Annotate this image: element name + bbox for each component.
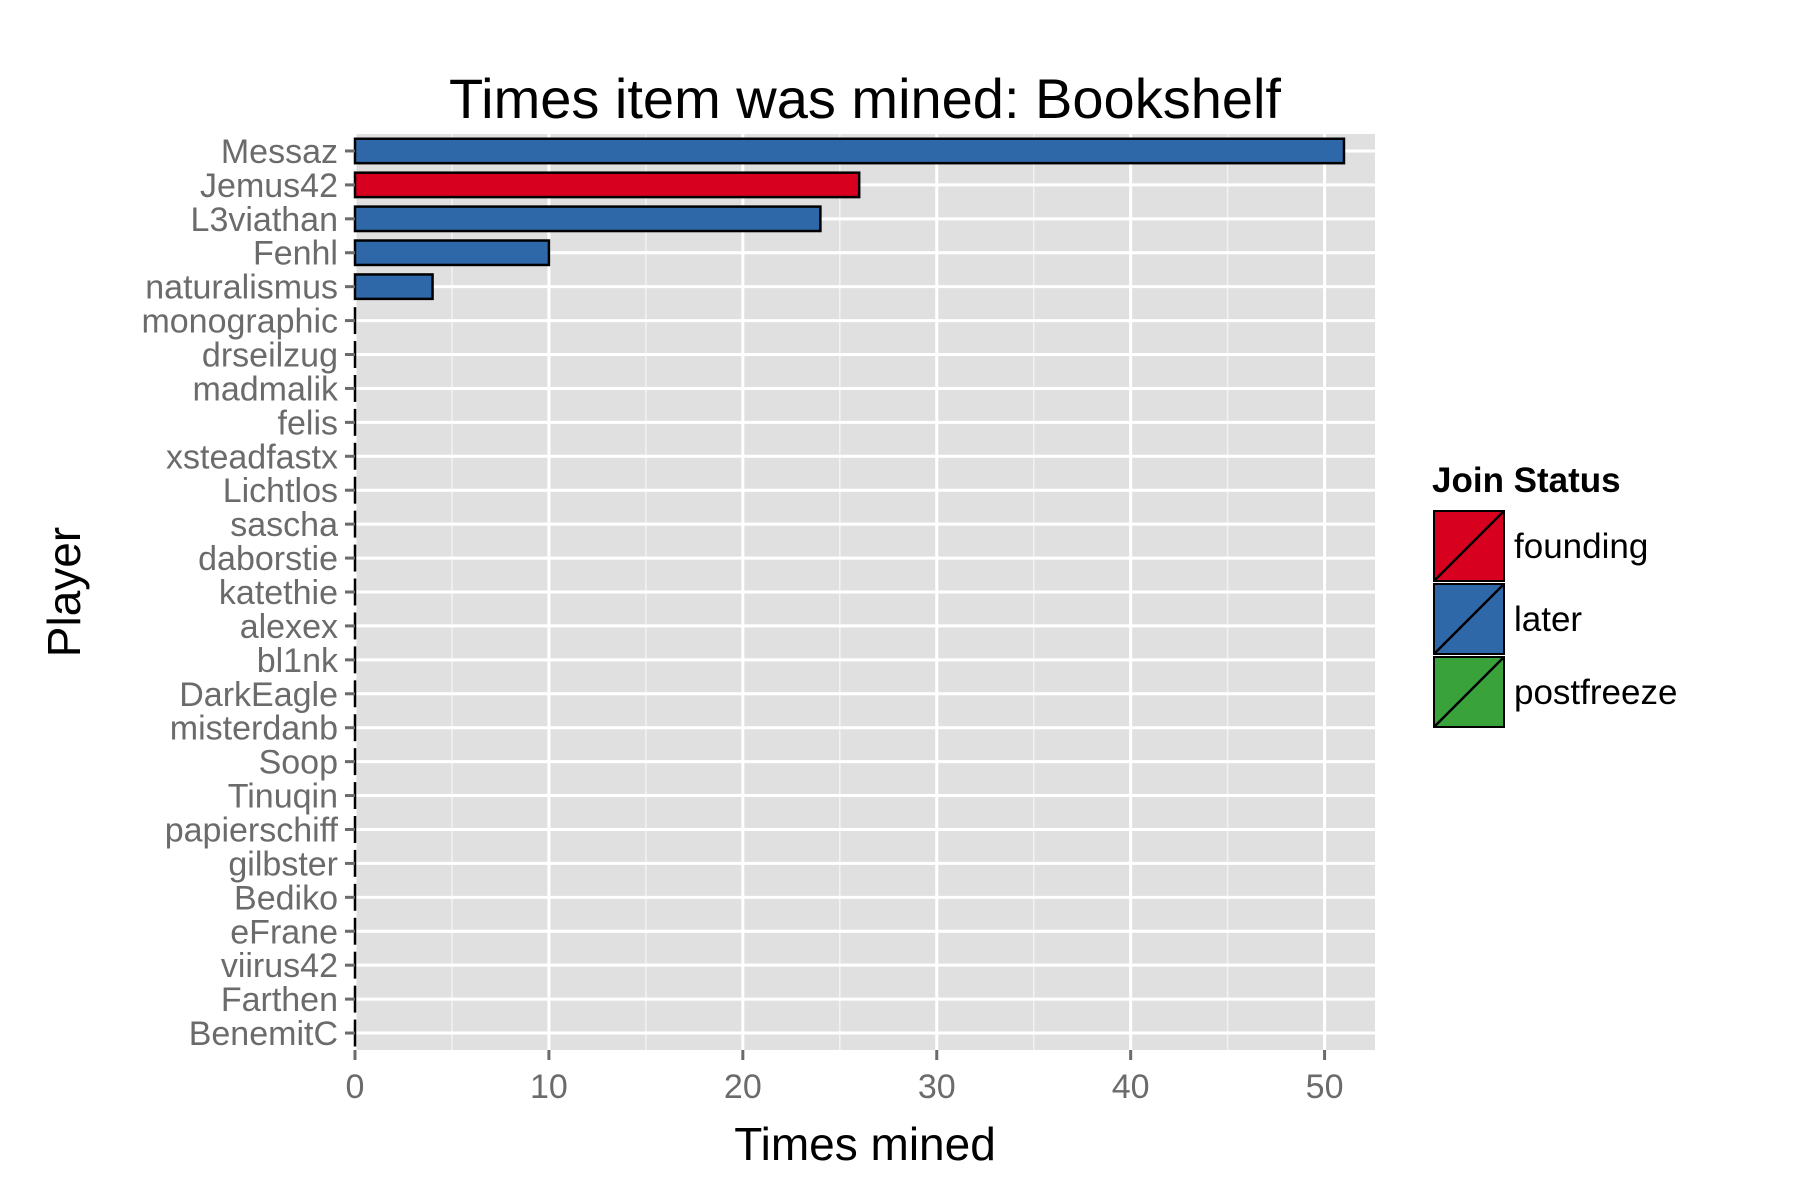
y-tick-label: felis [278,404,338,442]
y-tick-label: Lichtlos [223,472,338,510]
y-tick-label: Soop [259,744,338,782]
chart-title: Times item was mined: Bookshelf [449,67,1281,130]
legend: Join Status founding later postfreeze [1432,461,1677,728]
legend-label-later: later [1514,600,1582,639]
y-tick-label: eFrane [230,913,338,951]
y-tick-label: monographic [141,303,338,341]
x-tick-label: 0 [346,1068,365,1106]
y-tick-label: BenemitC [189,1015,338,1053]
legend-label-founding: founding [1514,527,1648,566]
y-tick-label: Bediko [234,879,338,917]
x-axis-title: Times mined [734,1118,996,1170]
y-axis-title: Player [38,527,90,657]
y-tick-label: gilbster [228,845,338,883]
y-tick-label: misterdanb [170,710,338,748]
legend-key-slash [1433,656,1505,728]
legend-key-slash [1433,510,1505,582]
bar-Fenhl [353,239,551,267]
y-tick-label: Fenhl [253,235,338,273]
y-tick-label: Jemus42 [200,167,338,205]
x-tick-label: 20 [724,1068,762,1106]
bar-Messaz [353,137,1346,165]
bar-Jemus42 [353,171,861,199]
bar-layer [353,137,1346,1047]
y-tick-label: viirus42 [221,947,338,985]
y-tick-label: DarkEagle [179,676,338,714]
x-tick-label: 50 [1306,1068,1344,1106]
legend-label-postfreeze: postfreeze [1514,673,1677,712]
y-tick-label: L3viathan [191,201,338,239]
y-tick-label: bl1nk [257,642,339,680]
y-axis: MessazJemus42L3viathanFenhlnaturalismusm… [141,133,355,1053]
y-tick-label: naturalismus [145,269,338,307]
legend-title: Join Status [1432,461,1621,500]
grid-layer [353,134,1375,1050]
bar-naturalismus [353,273,434,301]
x-axis: 0 10 20 30 40 50 [346,1050,1344,1106]
y-tick-label: Messaz [221,133,338,171]
legend-entries: founding later postfreeze [1433,510,1677,728]
x-tick-label: 40 [1112,1068,1150,1106]
legend-key-slash [1433,583,1505,655]
y-tick-label: madmalik [193,370,339,408]
y-tick-label: Farthen [221,981,338,1019]
y-tick-label: Tinuqin [228,778,338,816]
y-tick-label: daborstie [198,540,338,578]
y-tick-label: alexex [240,608,338,646]
x-tick-label: 30 [918,1068,956,1106]
bar-L3viathan [353,205,822,233]
x-tick-label: 10 [530,1068,568,1106]
y-tick-label: papierschiff [165,811,339,849]
y-tick-label: katethie [219,574,338,612]
y-tick-label: drseilzug [202,337,338,375]
y-tick-label: xsteadfastx [166,438,338,476]
y-tick-label: sascha [230,506,338,544]
